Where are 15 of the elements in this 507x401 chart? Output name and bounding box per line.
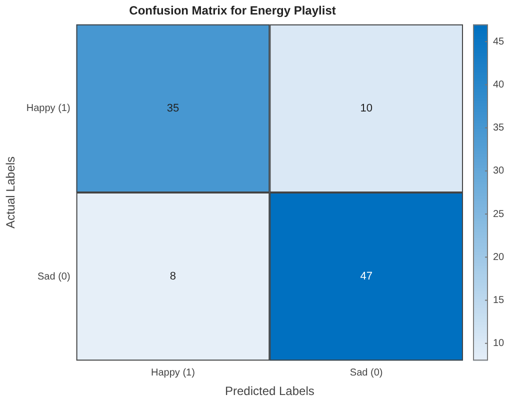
x-axis-title: Predicted Labels bbox=[224, 384, 314, 398]
data-label: 8 bbox=[170, 270, 176, 283]
color-bar-label: 30 bbox=[493, 166, 505, 177]
color-bar-label: 20 bbox=[493, 252, 505, 263]
color-bar-label: 15 bbox=[493, 295, 505, 306]
chart-title: Confusion Matrix for Energy Playlist bbox=[129, 4, 336, 18]
data-label: 47 bbox=[360, 270, 372, 283]
color-bar-label: 10 bbox=[493, 338, 505, 350]
color-bar-label: 25 bbox=[493, 208, 505, 220]
color-bar-label: 35 bbox=[493, 122, 505, 134]
color-bar-label: 40 bbox=[493, 79, 505, 90]
data-label: 10 bbox=[360, 102, 372, 114]
color-bar-label: 45 bbox=[493, 36, 505, 48]
data-label: 35 bbox=[166, 102, 180, 114]
y-axis-title: Actual Labels bbox=[4, 156, 18, 229]
